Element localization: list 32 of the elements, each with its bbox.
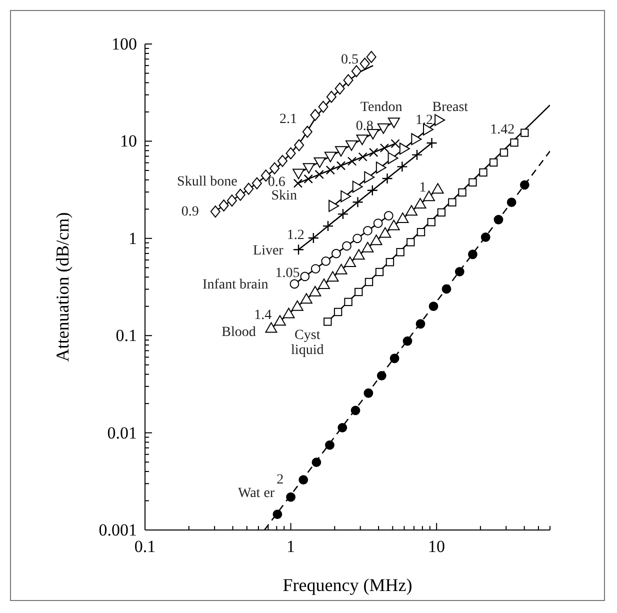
series-label: Blood: [222, 324, 256, 340]
y-tick-label: 0.001: [98, 520, 137, 540]
series-label: Infant brain: [202, 277, 268, 292]
series-label: Skull bone: [177, 174, 238, 190]
annotation: 2: [276, 472, 284, 488]
series-label: Tendon: [360, 99, 402, 114]
annotation: 2.1: [279, 112, 297, 127]
annotation: 1.2: [286, 227, 304, 242]
annotation: 1: [419, 180, 426, 196]
series-label: Wat er: [238, 486, 275, 501]
annotation: 1.4: [254, 308, 272, 323]
x-tick-label: 10: [428, 537, 446, 556]
annotation: 1.42: [490, 122, 515, 137]
x-tick-label: 0.1: [134, 537, 156, 556]
series-label: Breast: [432, 99, 468, 114]
annotation: 0.5: [341, 52, 359, 67]
annotation: 0.8: [356, 118, 374, 134]
annotation: 1.2: [416, 112, 434, 128]
annotation: 0.6: [268, 174, 286, 190]
y-tick-label: 0.1: [116, 326, 137, 346]
y-tick-label: 1: [128, 228, 137, 248]
annotation: 0.9: [181, 204, 199, 220]
y-tick-label: 0.01: [107, 423, 137, 442]
x-axis-title: Frequency (MHz): [282, 575, 412, 595]
y-axis-title: Attenuation (dB/cm): [52, 212, 72, 362]
y-tick-label: 10: [120, 132, 137, 151]
y-tick-label: 100: [112, 34, 137, 54]
series-label: Liver: [253, 242, 284, 258]
series-label: Skin: [271, 188, 297, 204]
x-tick-label: 1: [286, 537, 296, 556]
annotation: 1.05: [275, 266, 300, 281]
series-label: Cyst liquid: [291, 327, 324, 358]
